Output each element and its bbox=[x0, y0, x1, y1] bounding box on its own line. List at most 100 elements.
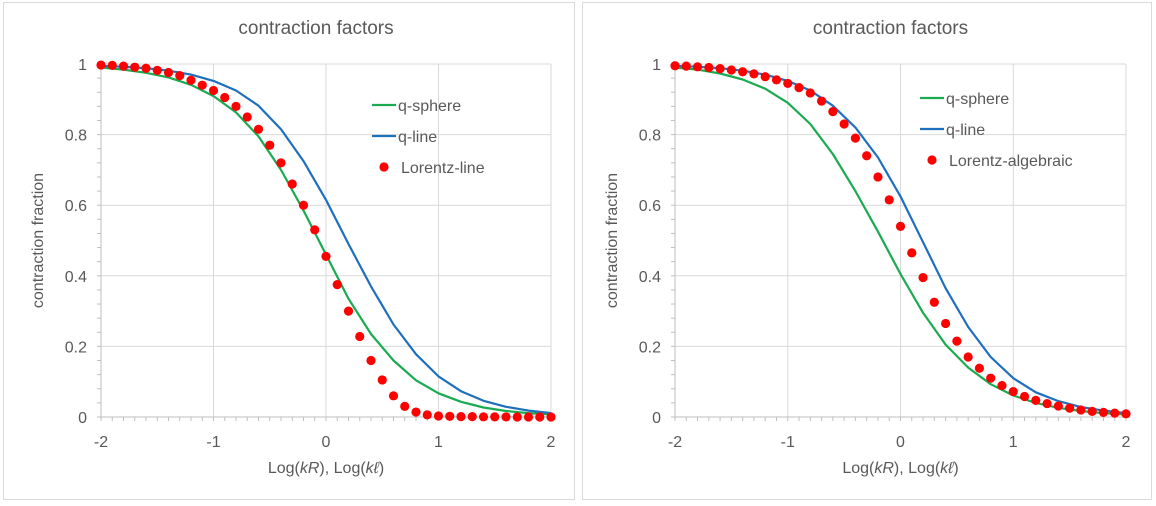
chart1-y-tick-label: 0.2 bbox=[65, 339, 87, 356]
chart1-series-lorentz-line-point bbox=[388, 391, 399, 401]
chart2-series-lorentz-algebraic-point bbox=[974, 363, 985, 373]
chart1-series-lorentz-line-point bbox=[321, 251, 331, 261]
chart1-series-lorentz-line-point bbox=[433, 411, 444, 421]
chart1-series-lorentz-line-point bbox=[523, 412, 534, 422]
chart2-series-lorentz-algebraic-point bbox=[884, 195, 894, 205]
chart2-x-axis-title: Log(kR), Log(kℓ) bbox=[842, 460, 958, 477]
chart1-y-axis-title: contraction fraction bbox=[30, 173, 47, 308]
chart2-series-lorentz-algebraic-point bbox=[929, 297, 939, 307]
chart2-series-lorentz-algebraic-point bbox=[1098, 407, 1109, 418]
chart2-series-lorentz-algebraic-point bbox=[895, 221, 906, 231]
chart2-series-lorentz-algebraic-point bbox=[850, 133, 860, 143]
chart2-series-lorentz-algebraic-point bbox=[816, 96, 827, 106]
chart-right: contraction factors 0 0.2 0.4 0.6 0.8 1 -2 -1 0 1 2… bbox=[604, 18, 1131, 477]
chart2-series-lorentz-algebraic-point bbox=[783, 78, 793, 89]
chart2-series-lorentz-algebraic-point bbox=[738, 67, 748, 77]
chart1-series-lorentz-line-point bbox=[478, 412, 489, 422]
chart1-series-lorentz-line-point bbox=[152, 65, 162, 75]
chart2-series-lorentz-algebraic-point bbox=[986, 373, 996, 383]
chart2-series-lorentz-algebraic-point bbox=[1008, 386, 1018, 397]
chart2-series-lorentz-algebraic-point bbox=[1121, 409, 1131, 419]
chart2-series-lorentz-algebraic-point bbox=[1031, 395, 1041, 406]
chart2-series-lorentz-algebraic-point bbox=[828, 107, 838, 117]
chart2-y-axis-title: contraction fraction bbox=[604, 173, 621, 308]
chart1-series-lorentz-line-point bbox=[163, 67, 174, 78]
chart1-series-lorentz-line-point bbox=[467, 412, 477, 422]
chart2-series-lorentz-algebraic-point bbox=[941, 318, 951, 329]
chart2-legend-label-q-line: q-line bbox=[946, 122, 985, 139]
chart2-title: contraction factors bbox=[813, 18, 968, 39]
chart1-legend-label-q-line: q-line bbox=[398, 129, 437, 146]
chart2-y-tick-label: 1 bbox=[652, 57, 661, 74]
chart1-series-lorentz-line-point bbox=[490, 412, 500, 422]
chart1-series-lorentz-line-point bbox=[535, 412, 545, 422]
chart2-x-tick-label: -1 bbox=[781, 434, 795, 451]
chart1-x-tick-label: 1 bbox=[434, 434, 443, 451]
chart2-series-lorentz-algebraic-point bbox=[670, 61, 680, 71]
chart2-series-lorentz-algebraic-point bbox=[715, 63, 725, 74]
chart1-series-lorentz-line-point bbox=[231, 101, 241, 111]
chart2-y-tick-label: 0.2 bbox=[639, 339, 661, 356]
chart2-series-lorentz-algebraic-point bbox=[1087, 406, 1097, 416]
chart2-x-tick-label: -2 bbox=[668, 434, 682, 451]
chart1-series-lorentz-line-point bbox=[96, 60, 106, 70]
chart1-series-lorentz-line-point bbox=[118, 61, 129, 71]
chart1-y-tick-label: 0.4 bbox=[65, 269, 87, 286]
chart1-series-lorentz-line-point bbox=[310, 225, 320, 235]
chart2-x-tick-label: 2 bbox=[1122, 434, 1131, 451]
chart2-x-tick-label: 0 bbox=[896, 434, 905, 451]
chart1-series-lorentz-line-point bbox=[220, 92, 230, 103]
chart1-series-lorentz-line-point bbox=[253, 124, 264, 134]
chart2-series-lorentz-algebraic-point bbox=[918, 272, 928, 283]
chart2-series-lorentz-algebraic-point bbox=[1076, 405, 1086, 415]
chart1-series-lorentz-line-point bbox=[422, 410, 432, 420]
chart1-y-tick-label: 0.8 bbox=[65, 128, 87, 145]
chart-panel-right: contraction factors 0 0.2 0.4 0.6 0.8 1 -2 -1 0 1 2… bbox=[582, 2, 1152, 500]
chart1-series-lorentz-line-point bbox=[355, 331, 365, 342]
chart2-series-lorentz-algebraic-point bbox=[805, 88, 815, 98]
chart2-y-tick-label: 0.8 bbox=[639, 128, 661, 145]
chart1-series-lorentz-line-point bbox=[546, 412, 556, 422]
chart1-legend-label-lorentz-line: Lorentz-line bbox=[401, 160, 485, 177]
chart1-series-lorentz-line-point bbox=[130, 62, 140, 72]
chart1-series-lorentz-line-point bbox=[411, 407, 421, 417]
chart1-series-lorentz-line-point bbox=[366, 355, 376, 366]
chart2-series-lorentz-algebraic-point bbox=[839, 119, 849, 129]
chart2-series-lorentz-algebraic-point bbox=[997, 380, 1007, 391]
chart2-series-lorentz-algebraic-point bbox=[771, 75, 782, 85]
chart2-series-lorentz-algebraic-point bbox=[692, 62, 703, 72]
chart1-x-axis-title: Log(kR), Log(kℓ) bbox=[268, 460, 384, 477]
chart1-x-tick-label: -2 bbox=[94, 434, 108, 451]
chart1-series-lorentz-line-point bbox=[175, 71, 185, 81]
chart2-series-lorentz-algebraic-point bbox=[952, 336, 962, 346]
chart2-legend-swatch-lorentz-algebraic bbox=[927, 155, 937, 165]
chart1-series-lorentz-line-point bbox=[456, 412, 466, 422]
chart1-series-lorentz-line-point bbox=[377, 375, 387, 385]
chart1-x-tick-label: -1 bbox=[206, 434, 220, 451]
chart1-legend-swatch-lorentz-line bbox=[379, 162, 389, 172]
chart-panel-left: contraction factors 0 0.2 0.4 0.6 0.8 1 -2 -1 0 1 2… bbox=[3, 2, 575, 500]
chart2-series-lorentz-algebraic-point bbox=[1065, 403, 1075, 413]
chart2-series-lorentz-algebraic-point bbox=[1019, 391, 1030, 402]
chart1-y-tick-label: 1 bbox=[78, 57, 87, 74]
chart2-y-tick-label: 0 bbox=[652, 410, 661, 427]
chart1-series-lorentz-line-point bbox=[501, 412, 511, 422]
chart1-series-lorentz-line-point bbox=[332, 280, 342, 290]
chart2-series-lorentz-algebraic-point bbox=[1110, 408, 1120, 418]
chart1-series-lorentz-line-point bbox=[298, 200, 309, 210]
chart1-series-lorentz-line-point bbox=[445, 411, 455, 421]
chart2-series-lorentz-algebraic-point bbox=[794, 83, 804, 93]
chart2-x-tick-label: 1 bbox=[1009, 434, 1018, 451]
chart1-legend-label-q-sphere: q-sphere bbox=[398, 98, 461, 115]
chart2-series-lorentz-algebraic-point bbox=[749, 69, 759, 79]
chart2-series-lorentz-algebraic-point bbox=[963, 352, 973, 362]
chart2-legend-label-lorentz-algebraic: Lorentz-algebraic bbox=[949, 153, 1073, 170]
chart1-series-lorentz-line-point bbox=[287, 179, 297, 189]
chart1-x-tick-label: 2 bbox=[547, 434, 556, 451]
chart1-series-lorentz-line-point bbox=[197, 80, 207, 90]
chart1-series-lorentz-line-point bbox=[512, 412, 522, 422]
chart2-series-lorentz-algebraic-point bbox=[1042, 398, 1052, 409]
chart2-y-tick-label: 0.6 bbox=[639, 198, 661, 215]
chart1-series-lorentz-line-point bbox=[400, 401, 410, 412]
chart2-series-lorentz-algebraic-point bbox=[681, 61, 691, 71]
